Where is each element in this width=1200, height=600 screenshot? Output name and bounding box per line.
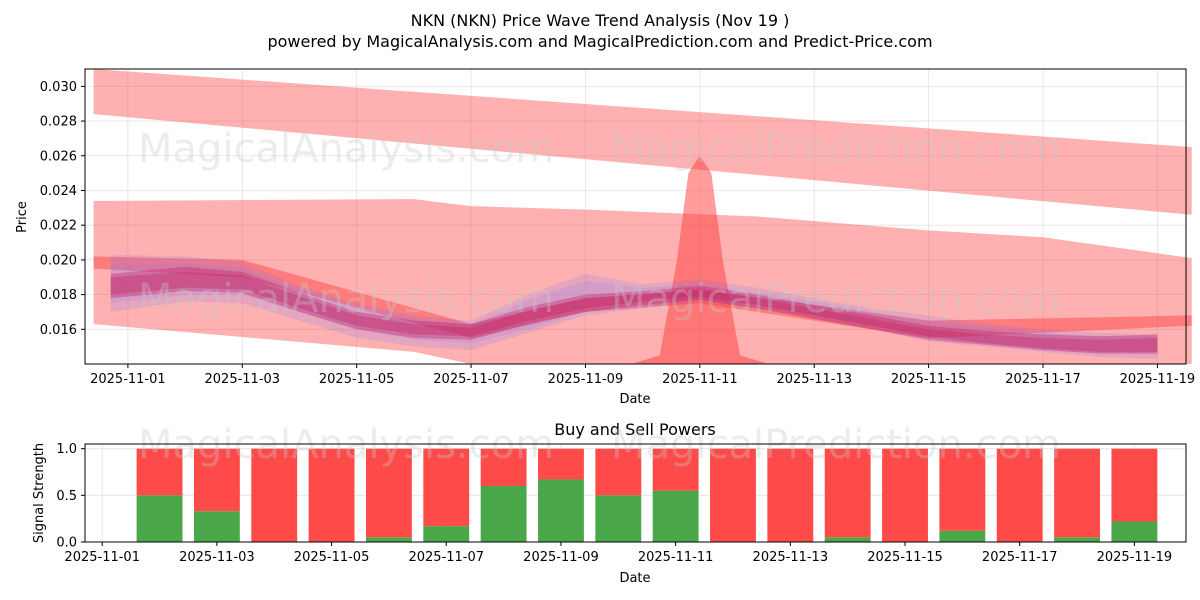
buy-bar-2025-11-16 [939,530,986,542]
sell-bar-2025-11-11 [652,448,699,491]
sell-bar-2025-11-04 [251,448,298,542]
price-x-tick-label-1: 2025-11-03 [205,372,281,387]
sell-bar-2025-11-17 [996,448,1043,542]
price-y-tick-label-3: 0.022 [40,219,77,234]
sell-bar-2025-11-13 [767,448,814,542]
price-panel: MagicalAnalysis.com MagicalPrediction.co… [15,68,1195,407]
price-x-tick-label-7: 2025-11-15 [891,372,967,387]
buy-bar-2025-11-08 [480,486,527,542]
buy-bar-2025-11-09 [538,479,584,542]
price-x-tick-label-0: 2025-11-01 [90,372,166,387]
price-x-tick-label-2: 2025-11-05 [319,372,395,387]
power-x-tick-label-3: 2025-11-07 [408,550,484,565]
power-x-tick-label-5: 2025-11-11 [638,550,714,565]
price-y-axis-title: Price [15,201,30,233]
wave-band-6 [110,266,1158,354]
sell-bar-2025-11-10 [595,448,642,496]
watermark-analysis-mid: MagicalAnalysis.com [138,276,554,322]
price-y-tick-label-4: 0.024 [40,184,77,199]
price-x-tick-label-9: 2025-11-19 [1120,372,1196,387]
price-y-tick-label-7: 0.030 [40,80,77,95]
watermark-prediction-bottom: MagicalPrediction.com [611,422,1061,468]
wave-band-1 [93,199,1192,364]
wave-band-5 [110,263,1158,354]
power-plot-frame [84,443,1187,543]
buy-bar-2025-11-06 [365,537,412,542]
sell-bar-2025-11-09 [538,448,584,480]
power-x-tick-label-0: 2025-11-01 [64,550,140,565]
wave-band-0 [93,69,1192,215]
power-bars [136,448,1158,542]
sell-bar-2025-11-12 [710,448,756,542]
buy-bar-2025-11-07 [423,526,470,542]
wave-band-7 [110,272,1158,352]
sell-bar-2025-11-14 [824,448,871,538]
sell-bar-2025-11-03 [193,448,240,512]
power-x-tick-label-6: 2025-11-13 [753,550,829,565]
watermark-analysis-top: MagicalAnalysis.com [138,126,554,172]
price-y-axis: 0.016 0.018 0.020 0.022 0.024 0.026 0.028 0.030 [40,80,85,338]
power-x-tick-label-7: 2025-11-15 [867,550,943,565]
power-x-tick-label-2: 2025-11-05 [294,550,370,565]
power-x-tick-label-1: 2025-11-03 [179,550,255,565]
buy-bar-2025-11-14 [824,537,871,542]
watermark-prediction-top: MagicalPrediction.com [611,126,1061,172]
power-x-axis: 2025-11-01 2025-11-03 2025-11-05 2025-11-07… [64,542,1172,565]
price-plot-frame [84,68,1187,365]
chart-subtitle: powered by MagicalAnalysis.com and Magic… [267,32,932,51]
buy-bar-2025-11-18 [1054,537,1100,542]
power-x-axis-title: Date [619,571,650,586]
price-wave-bands [93,69,1192,364]
sell-bar-2025-11-08 [480,448,527,486]
chart-title: NKN (NKN) Price Wave Trend Analysis (Nov… [411,11,790,30]
wave-band-2 [631,155,769,364]
watermark-prediction-mid: MagicalPrediction.com [611,276,1061,322]
power-y-axis: 0.0 0.5 1.0 [56,442,85,551]
power-x-tick-label-8: 2025-11-17 [982,550,1058,565]
buy-bar-2025-11-19 [1111,521,1158,542]
sell-bar-2025-11-05 [308,448,355,542]
sell-bar-2025-11-16 [939,448,986,531]
power-x-tick-label-9: 2025-11-19 [1097,550,1173,565]
price-x-axis: 2025-11-01 2025-11-03 2025-11-05 2025-11-07… [90,364,1195,387]
power-y-tick-label-1: 0.5 [56,489,77,504]
sell-bar-2025-11-07 [423,448,470,527]
price-x-tick-label-6: 2025-11-13 [776,372,852,387]
wave-band-3 [93,256,1192,338]
price-y-tick-label-5: 0.026 [40,149,77,164]
power-y-tick-label-2: 1.0 [56,442,77,457]
power-y-tick-label-0: 0.0 [56,536,77,551]
price-x-tick-label-3: 2025-11-07 [433,372,509,387]
power-panel: Buy and Sell Powers MagicalAnalysis.com … [32,420,1187,586]
price-x-tick-label-5: 2025-11-11 [662,372,738,387]
price-y-tick-label-1: 0.018 [40,288,77,303]
price-x-tick-label-4: 2025-11-09 [548,372,624,387]
sell-bar-2025-11-06 [365,448,412,538]
sell-bar-2025-11-15 [882,448,928,542]
sell-bar-2025-11-18 [1054,448,1100,538]
price-y-tick-label-0: 0.016 [40,323,77,338]
price-x-tick-label-8: 2025-11-17 [1005,372,1081,387]
buy-bar-2025-11-02 [136,495,183,542]
buy-bar-2025-11-10 [595,495,642,542]
buy-bar-2025-11-03 [193,511,240,542]
wave-band-4 [110,254,1158,359]
watermark-analysis-bottom: MagicalAnalysis.com [138,422,554,468]
price-y-tick-label-2: 0.020 [40,253,77,268]
price-x-axis-title: Date [619,392,650,407]
buy-bar-2025-11-11 [652,490,699,542]
sell-bar-2025-11-02 [136,448,183,496]
price-grid [85,69,1186,364]
power-x-tick-label-4: 2025-11-09 [523,550,599,565]
power-chart-title: Buy and Sell Powers [554,420,716,439]
price-y-tick-label-6: 0.028 [40,115,77,130]
power-y-axis-title: Signal Strength [32,443,47,543]
sell-bar-2025-11-19 [1111,448,1158,522]
